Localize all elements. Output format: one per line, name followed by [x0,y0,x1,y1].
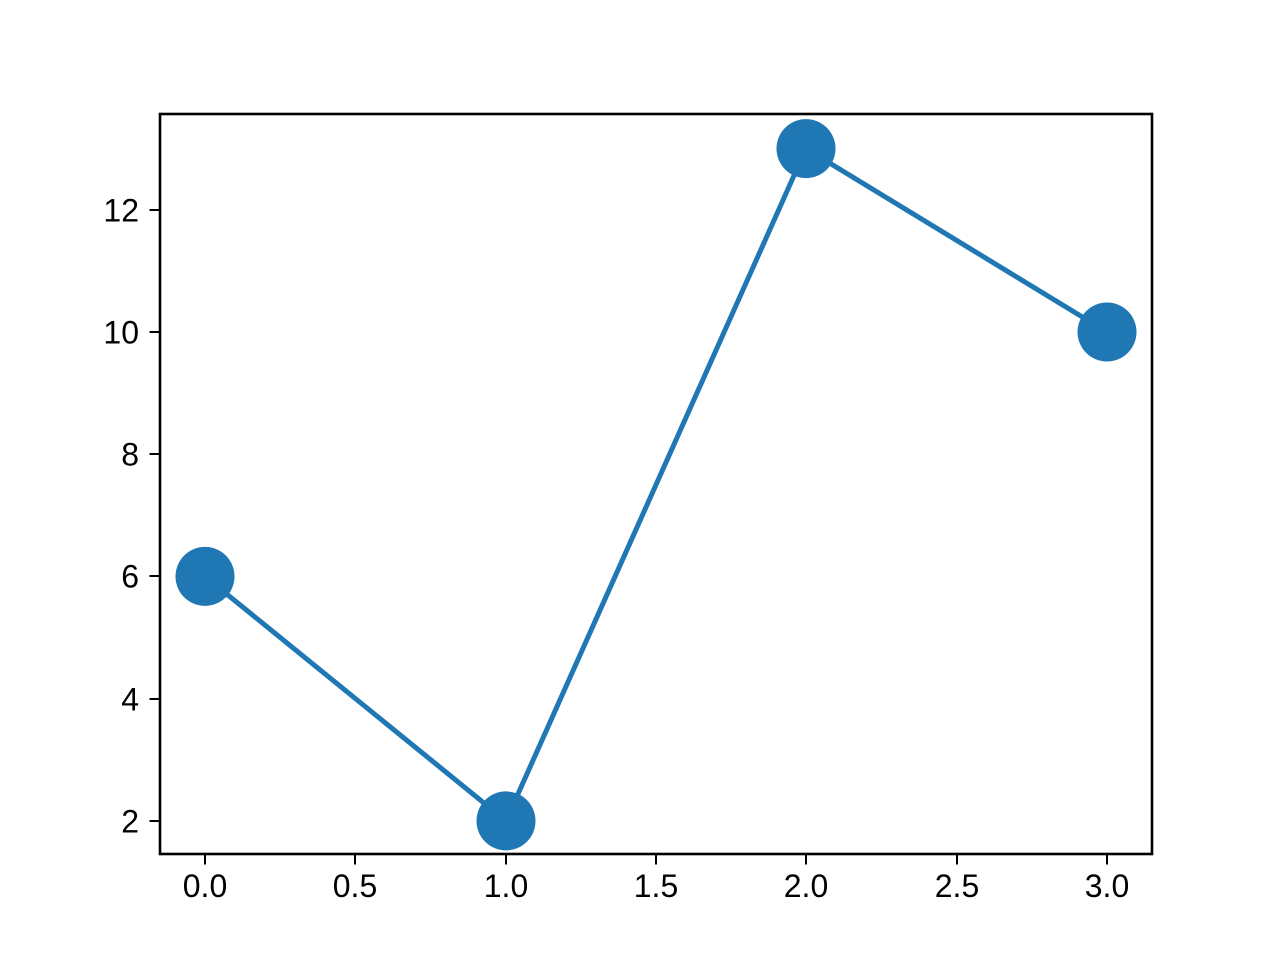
svg-text:12: 12 [103,192,139,228]
svg-text:2: 2 [121,803,139,839]
svg-text:3.0: 3.0 [1085,868,1129,904]
svg-text:2.0: 2.0 [784,868,828,904]
svg-text:0.5: 0.5 [333,868,377,904]
svg-text:8: 8 [121,436,139,472]
svg-text:2.5: 2.5 [935,868,979,904]
svg-text:10: 10 [103,314,139,350]
svg-text:4: 4 [121,681,139,717]
svg-text:0.0: 0.0 [183,868,227,904]
svg-text:6: 6 [121,558,139,594]
svg-text:1.5: 1.5 [634,868,678,904]
svg-text:1.0: 1.0 [484,868,528,904]
